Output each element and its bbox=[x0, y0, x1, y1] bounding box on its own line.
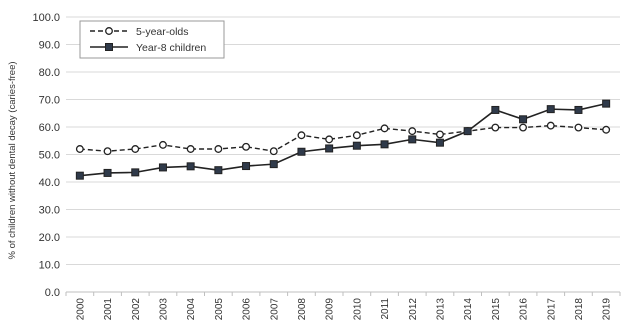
x-tick-label: 2005 bbox=[214, 298, 225, 321]
data-point-5yr bbox=[325, 135, 334, 144]
series-lines bbox=[75, 99, 611, 180]
y-tick-label: 30.0 bbox=[39, 205, 60, 217]
y-tick-label: 50.0 bbox=[39, 150, 60, 162]
x-tick-label: 2004 bbox=[186, 298, 197, 321]
x-tick-label: 2000 bbox=[75, 298, 86, 321]
data-point-yr8 bbox=[75, 171, 84, 180]
legend: 5-year-olds Year-8 children bbox=[79, 20, 225, 59]
data-point-yr8 bbox=[242, 162, 251, 171]
data-point-5yr bbox=[408, 127, 417, 136]
data-point-5yr bbox=[380, 124, 389, 133]
y-tick-label: 10.0 bbox=[39, 260, 60, 272]
x-tick-label: 2019 bbox=[602, 298, 613, 321]
data-point-5yr bbox=[103, 147, 112, 156]
x-tick-label: 2013 bbox=[435, 298, 446, 321]
x-tick-label: 2018 bbox=[574, 298, 585, 321]
x-tick-label: 2003 bbox=[158, 298, 169, 321]
x-tick-label: 2007 bbox=[269, 298, 280, 321]
legend-label-5yr: 5-year-olds bbox=[136, 26, 189, 38]
data-point-5yr bbox=[297, 131, 306, 140]
x-tick-label: 2015 bbox=[491, 298, 502, 321]
y-tick-label: 100.0 bbox=[32, 12, 60, 24]
data-point-yr8 bbox=[103, 168, 112, 177]
data-point-yr8 bbox=[546, 105, 555, 114]
data-point-5yr bbox=[186, 145, 195, 153]
x-tick-label: 2002 bbox=[131, 298, 142, 321]
data-point-5yr bbox=[242, 142, 250, 151]
data-point-yr8 bbox=[297, 147, 306, 156]
x-tick-label: 2006 bbox=[242, 298, 253, 321]
data-point-yr8 bbox=[131, 168, 140, 177]
data-point-yr8 bbox=[214, 166, 223, 175]
data-point-5yr bbox=[602, 125, 611, 134]
data-point-5yr bbox=[75, 145, 84, 153]
data-point-5yr bbox=[158, 140, 167, 149]
data-point-yr8 bbox=[491, 105, 500, 114]
y-tick-label: 0.0 bbox=[45, 287, 60, 299]
legend-label-yr8: Year-8 children bbox=[136, 42, 206, 54]
gridlines bbox=[66, 16, 620, 265]
data-point-5yr bbox=[519, 123, 527, 132]
data-point-5yr bbox=[131, 145, 140, 153]
x-tick-label: 2017 bbox=[546, 298, 557, 321]
x-tick-label: 2008 bbox=[297, 298, 308, 321]
y-tick-label: 90.0 bbox=[39, 40, 60, 52]
data-point-5yr bbox=[352, 131, 361, 140]
data-point-yr8 bbox=[352, 141, 361, 150]
data-point-yr8 bbox=[435, 138, 444, 147]
data-point-5yr bbox=[269, 147, 278, 156]
data-point-5yr bbox=[574, 123, 583, 132]
legend-box bbox=[79, 20, 225, 59]
data-point-5yr bbox=[546, 121, 555, 130]
x-tick-label: 2016 bbox=[519, 298, 530, 321]
data-point-yr8 bbox=[574, 105, 583, 114]
series-line-0 bbox=[79, 124, 607, 152]
x-tick-label: 2009 bbox=[325, 298, 336, 321]
data-point-yr8 bbox=[325, 144, 334, 153]
y-axis: 0.0 10.0 20.0 30.0 40.0 50.0 60.0 70.0 80.0 90.0 1… bbox=[32, 12, 60, 299]
data-point-yr8 bbox=[602, 99, 611, 108]
legend-marker-5yr bbox=[105, 27, 113, 35]
series-line-1 bbox=[79, 102, 607, 177]
x-tick-label: 2010 bbox=[352, 298, 363, 321]
x-tick-label: 2014 bbox=[463, 298, 474, 321]
data-point-yr8 bbox=[269, 160, 278, 169]
x-tick-label: 2012 bbox=[408, 298, 419, 321]
y-tick-label: 80.0 bbox=[39, 67, 60, 79]
data-point-5yr bbox=[214, 145, 223, 153]
data-point-yr8 bbox=[408, 135, 417, 144]
data-point-yr8 bbox=[463, 127, 472, 136]
y-tick-label: 70.0 bbox=[39, 95, 60, 107]
legend-marker-yr8 bbox=[105, 43, 113, 51]
x-axis: 2000 2001 2002 2003 2004 2005 2006 2007 2008 2009… bbox=[65, 291, 621, 321]
y-tick-label: 40.0 bbox=[39, 177, 60, 189]
y-axis-label: % of children without dental decay (cari… bbox=[7, 61, 18, 259]
y-tick-label: 60.0 bbox=[39, 122, 60, 134]
data-point-yr8 bbox=[186, 162, 195, 171]
x-tick-label: 2011 bbox=[380, 298, 391, 320]
data-point-yr8 bbox=[380, 140, 389, 149]
data-point-yr8 bbox=[158, 163, 167, 172]
data-point-5yr bbox=[436, 130, 444, 139]
y-tick-label: 20.0 bbox=[39, 232, 60, 244]
data-point-5yr bbox=[491, 123, 500, 132]
x-tick-label: 2001 bbox=[103, 298, 114, 321]
data-point-yr8 bbox=[519, 115, 528, 124]
